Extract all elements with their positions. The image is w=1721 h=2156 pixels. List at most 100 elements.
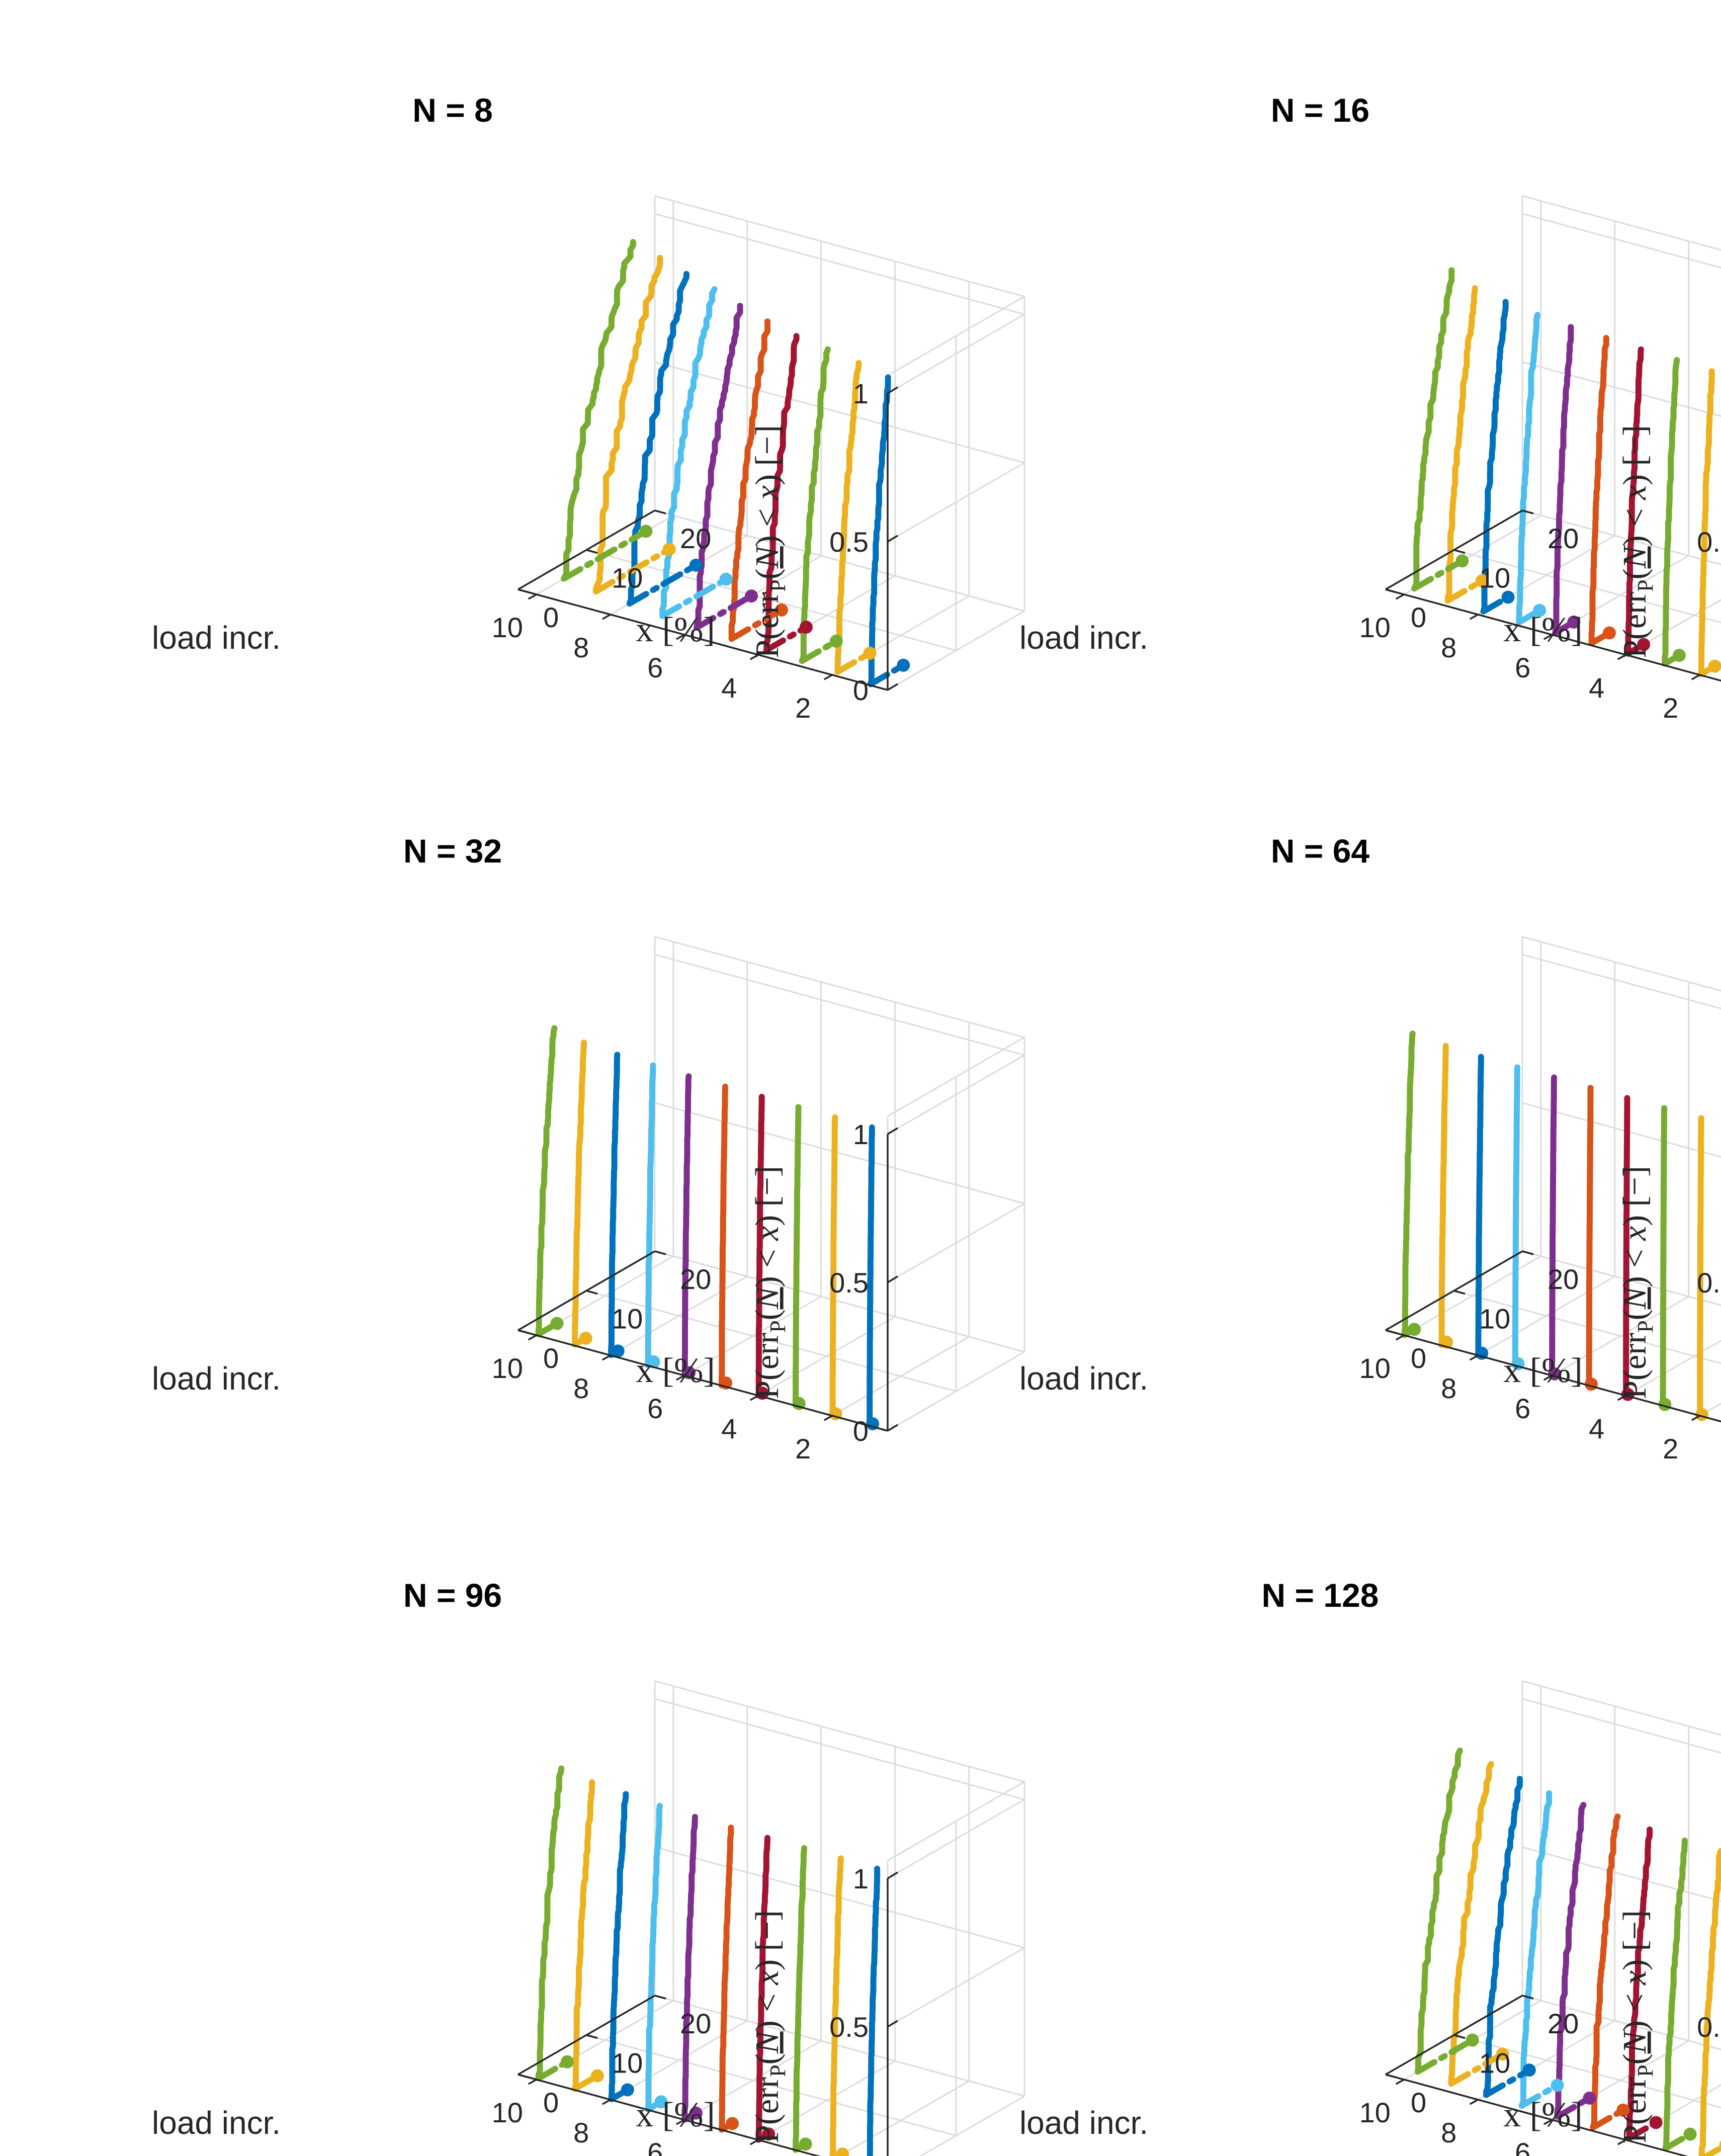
back-wall-gridline (887, 1054, 1025, 1135)
y-tick-label: 10 (612, 2047, 643, 2079)
side-wall-gridline (1522, 1698, 1721, 1754)
y-tick-label: 0 (1411, 1342, 1426, 1374)
cdf-line-10 (535, 1765, 564, 2082)
side-wall-gridline (654, 1698, 1025, 1800)
cdf-line-5 (718, 1083, 728, 1389)
box-edge (654, 1680, 1025, 1783)
tail-marker-5 (1616, 2103, 1630, 2117)
side-wall-gridline (1522, 1846, 1721, 1903)
tail-marker-5 (1603, 626, 1616, 640)
y-axis-label: x [%] (1503, 611, 1582, 649)
cdf-line-3 (792, 1845, 808, 2153)
cdf-line-5 (728, 318, 770, 642)
z-axis-label-part: N (1616, 2029, 1653, 2054)
tail-marker-4 (1637, 638, 1651, 651)
x-tick-label: 6 (1515, 1393, 1530, 1424)
z-axis-label-part: P (765, 579, 790, 591)
y-axis-label: x [%] (636, 2096, 715, 2134)
x-tick-label: 8 (573, 1372, 589, 1404)
z-tick-label: 1 (1720, 1118, 1721, 1150)
back-wall-gridline (887, 1947, 1025, 2028)
y-tick-mark (654, 1250, 666, 1255)
tail-marker-10 (560, 2055, 574, 2068)
x-tick-mark (1543, 2119, 1553, 2125)
z-tick-label: 0.5 (1697, 2011, 1721, 2043)
floor-gridline (1453, 2034, 1721, 2109)
tail-marker-2 (836, 2147, 849, 2156)
box-edge (1522, 1680, 1721, 1736)
cdf-line-3 (1660, 1105, 1667, 1409)
z-axis-label-part: ) [−] (749, 425, 786, 485)
tail-marker-6 (689, 2106, 703, 2120)
cdf-line-7 (645, 1062, 656, 1368)
z-axis-label-part: N (749, 2029, 786, 2054)
z-axis-label-part: ( (749, 1309, 786, 1320)
x-tick-label: 4 (721, 672, 737, 704)
z-axis-label-part: x (1616, 485, 1653, 500)
y-tick-label: 0 (1411, 2087, 1426, 2118)
tail-marker-7 (1533, 603, 1546, 617)
tail-marker-3 (1683, 2127, 1697, 2141)
y-tick-mark (1385, 1329, 1397, 1334)
x-tick-label: 6 (647, 2137, 663, 2156)
cdf-line-3 (1662, 1837, 1688, 2151)
y-tick-mark (654, 1995, 666, 2000)
z-tick-label: 1 (853, 378, 869, 409)
tail-marker-8 (621, 2083, 634, 2097)
cdf-line-8 (1483, 1776, 1523, 2098)
cdf-line-7 (1512, 1064, 1521, 1368)
cdf-line-1 (868, 374, 891, 687)
y-tick-label: 0 (543, 2087, 559, 2118)
z-axis-label-part: ) [−] (1616, 425, 1653, 485)
cdf-line-9 (572, 1779, 595, 2092)
cdf-line-4 (1626, 1826, 1653, 2141)
cdf-line-7 (1518, 1790, 1553, 2109)
side-wall-gridline (1522, 509, 1721, 566)
z-axis-label-part: P (1633, 579, 1658, 591)
cdf-line-8 (608, 1791, 629, 2102)
tail-marker-8 (611, 1344, 625, 1358)
panel-title: N = 96 (403, 1577, 502, 1614)
y-tick-label: 0 (543, 1342, 559, 1374)
x-tick-label: 8 (573, 632, 589, 663)
z-tick-mark (887, 1127, 898, 1135)
floor-tail-8 (1480, 594, 1511, 615)
floor-tail-9 (593, 546, 672, 595)
tail-marker-10 (1408, 1323, 1421, 1336)
y-tick-mark (1453, 549, 1466, 554)
y-tick-mark (1453, 1289, 1466, 1295)
y-tick-mark (586, 2034, 598, 2039)
cdf-line-9 (1438, 1043, 1449, 1348)
cdf-line-10 (535, 1025, 558, 1337)
x-axis-label: load incr. (152, 1360, 281, 1397)
x-tick-label: 8 (1441, 632, 1456, 663)
side-wall-gridline (1522, 1102, 1721, 1158)
z-axis-label-part: ( (1616, 1309, 1653, 1320)
floor-tail-3 (799, 638, 839, 664)
tail-marker-5 (775, 603, 788, 617)
floor-tail-10 (561, 528, 649, 582)
x-tick-mark (749, 1395, 759, 1401)
side-wall-gridline (654, 1102, 1025, 1204)
x-tick-mark (1469, 614, 1479, 620)
subplot-3: 0 0.5 1 2 4 6 8 10 0 10 20 N = 32 load incr. x [%] P(e… (152, 832, 1025, 1464)
side-wall-gridline (1522, 1250, 1721, 1307)
z-axis-label-part: N (1616, 544, 1653, 569)
x-tick-mark (1469, 2099, 1479, 2105)
x-axis-line (1385, 588, 1721, 682)
z-axis-label: P(errP(N) < x) [−] (749, 1166, 790, 1399)
z-axis-label-part: ) [−] (1616, 1910, 1653, 1970)
cdf-line-7 (1516, 312, 1540, 626)
z-tick-label: 1 (853, 1118, 869, 1150)
cdf-line-10 (561, 239, 636, 582)
x-tick-mark (528, 1334, 537, 1341)
side-wall-gridline (1522, 954, 1721, 1010)
x-axis-line (518, 2074, 821, 2156)
floor-tail-3 (1662, 2131, 1693, 2151)
y-tick-mark (1385, 588, 1397, 593)
y-tick-label: 20 (680, 2008, 711, 2039)
z-axis-label-part: P(err (1616, 1333, 1653, 1399)
tail-marker-8 (1501, 590, 1515, 604)
tail-marker-2 (863, 646, 877, 660)
